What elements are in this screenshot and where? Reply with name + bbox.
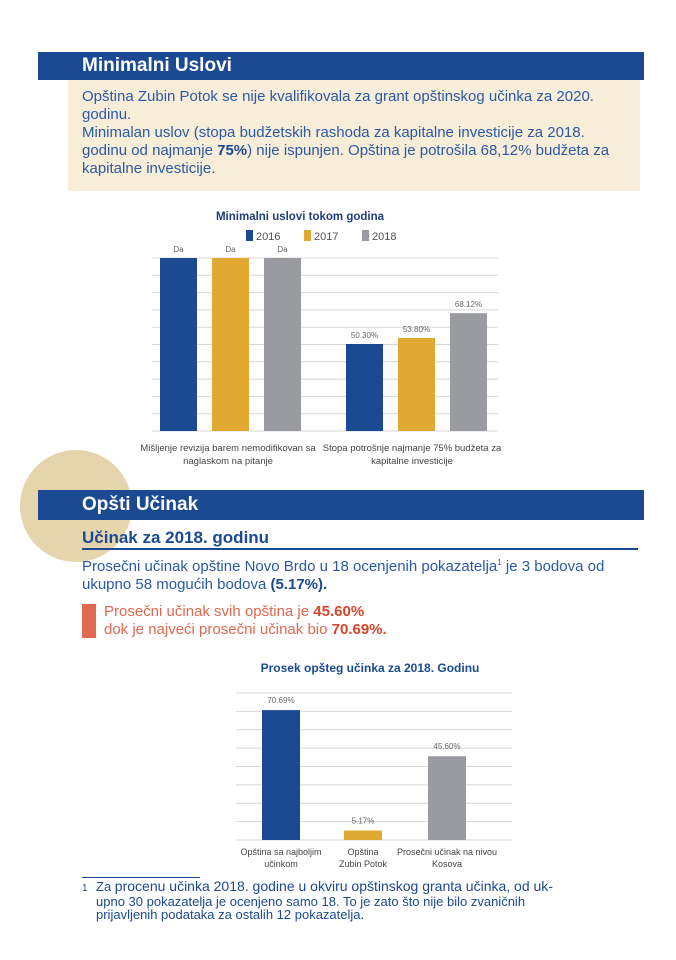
data-label: 50.30% — [351, 331, 378, 340]
category-label: Mišljenje revizija barem nemodifikovan s… — [140, 443, 316, 467]
callout-line-2: dok je najveći prosečni učinak bio 70.69… — [104, 621, 387, 638]
section-header-minimalni-uslovi: Minimalni Uslovi — [38, 52, 644, 80]
average-performance-chart: Prosek opšteg učinka za 2018. Godinu 70.6… — [236, 661, 512, 869]
bar-2017-2 — [398, 337, 435, 431]
info-line-1: Opština Zubin Potok se nije kvalifikoval… — [82, 88, 594, 123]
footnote-number: 1 — [82, 883, 88, 894]
bar-2016-1 — [160, 258, 197, 431]
chart-title: Prosek opšteg učinka za 2018. Godinu — [261, 661, 480, 675]
chart-title: Minimalni uslovi tokom godina — [216, 211, 385, 223]
bar-2017-1 — [212, 258, 249, 431]
callout-box: Prosečni učinak svih opština je 45.60% d… — [82, 603, 642, 639]
footnote: 1 Za procenu učinka 2018. godine u okviru… — [82, 878, 553, 922]
legend-label-2017: 2017 — [314, 231, 338, 243]
data-label: Da — [173, 245, 184, 254]
section-title: Minimalni Uslovi — [82, 55, 232, 76]
performance-paragraph: Prosečni učinak opštine Novo Brdo u 18 o… — [82, 558, 605, 593]
callout-marker — [82, 604, 96, 638]
bar-2016-2 — [346, 343, 383, 431]
info-box: Opština Zubin Potok se nije kvalifikoval… — [68, 80, 640, 191]
category-label: Opština Zubin Potok — [339, 847, 388, 869]
legend-swatch-2018 — [362, 230, 369, 241]
footnote-divider — [82, 877, 200, 878]
section-title: Opšti Učinak — [82, 494, 199, 515]
data-label: Da — [225, 245, 236, 254]
callout-line-1: Prosečni učinak svih opština je 45.60% — [104, 603, 365, 620]
section-header-opsti-ucinak: Opšti Učinak — [38, 490, 644, 520]
bar-1 — [262, 710, 300, 840]
category-label: Opština sa najboljim učinkom — [240, 847, 321, 869]
legend-swatch-2017 — [304, 230, 311, 241]
bar-3 — [428, 756, 466, 840]
category-label: Prosečni učinak na nivou Kosova — [397, 847, 497, 869]
minimal-conditions-chart: Minimalni uslovi tokom godina 2016 2017 201… — [140, 211, 502, 467]
legend-swatch-2016 — [246, 230, 253, 241]
data-label: 53.80% — [403, 325, 430, 334]
subsection-title: Učinak za 2018. godinu — [82, 528, 638, 550]
data-label: 70.69% — [267, 696, 294, 705]
info-line-2: Minimalan uslov (stopa budžetskih rashod… — [82, 124, 610, 177]
data-label: 45.60% — [433, 742, 460, 751]
data-label: 5.17% — [352, 817, 375, 826]
legend-label-2016: 2016 — [256, 231, 280, 243]
legend-label-2018: 2018 — [372, 231, 396, 243]
bar-2018-2 — [450, 313, 487, 431]
data-label: Da — [277, 245, 288, 254]
category-label: Stopa potrošnje najmanje 75% budžeta za k… — [323, 443, 502, 467]
bar-2 — [344, 830, 382, 840]
bar-2018-1 — [264, 258, 301, 431]
data-label: 68.12% — [455, 300, 482, 309]
